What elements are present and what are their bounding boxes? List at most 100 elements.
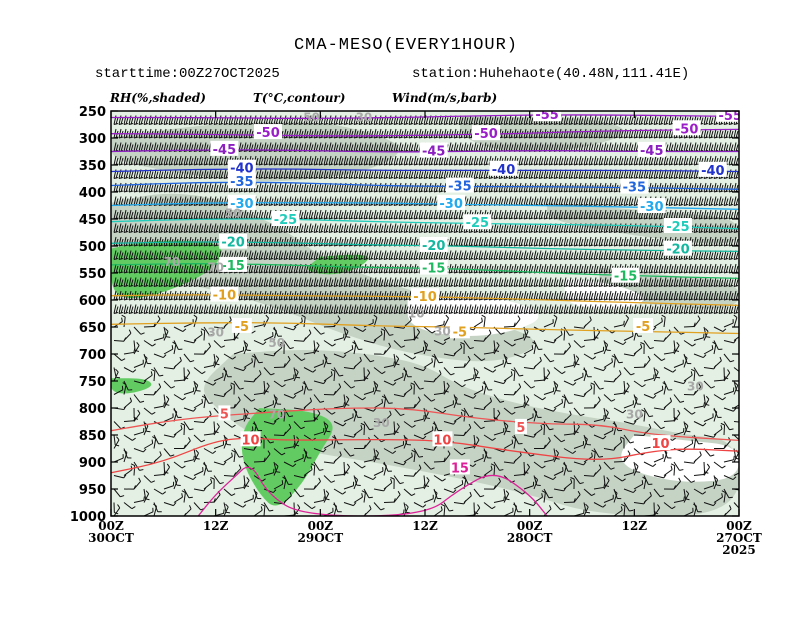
temperature-contour-label: 15 <box>451 461 469 476</box>
wind-barb <box>428 128 434 139</box>
wind-barb <box>483 155 489 166</box>
wind-barb <box>653 155 659 166</box>
wind-barb <box>283 155 289 166</box>
temperature-contour-label: -10 <box>213 289 237 304</box>
temperature-contour-label: -40 <box>701 164 725 179</box>
wind-barb <box>263 155 269 166</box>
wind-barb <box>478 155 484 166</box>
wind-barb <box>373 128 379 139</box>
wind-barb <box>168 155 174 166</box>
wind-barb <box>463 115 469 125</box>
wind-barb <box>223 155 229 166</box>
wind-barb <box>723 128 729 139</box>
wind-barb <box>673 155 679 166</box>
rh-contour-label: 30 <box>207 325 224 339</box>
wind-barb <box>308 155 314 166</box>
wind-barb <box>388 128 394 139</box>
wind-barb <box>518 155 524 166</box>
wind-barb <box>228 115 234 125</box>
wind-barb <box>353 115 359 125</box>
wind-barb <box>463 155 469 166</box>
wind-barb <box>588 128 594 139</box>
wind-barb <box>408 155 414 166</box>
wind-barb <box>523 155 529 166</box>
y-tick-label: 750 <box>79 375 106 390</box>
wind-barb <box>658 155 664 166</box>
wind-barb <box>128 155 134 166</box>
rh-area-70 <box>308 254 369 275</box>
wind-barb <box>593 155 599 166</box>
y-tick-label: 450 <box>79 213 106 228</box>
wind-barb <box>403 155 409 166</box>
wind-barb <box>384 515 385 516</box>
wind-barb <box>203 155 209 166</box>
wind-barb <box>274 515 275 516</box>
wind-barb <box>303 155 309 166</box>
temperature-contour-label: -50 <box>474 127 498 142</box>
rh-area-70 <box>241 408 333 506</box>
wind-barb <box>594 515 595 516</box>
rh-contour-label: 70 <box>164 255 181 269</box>
temperature-contour-label: -25 <box>274 213 298 228</box>
temperature-contour-label: -45 <box>640 144 664 159</box>
wind-barb <box>704 515 705 516</box>
wind-barb <box>603 155 609 166</box>
rh-contour-label: 50 <box>268 336 285 350</box>
wind-barb <box>348 155 354 166</box>
wind-barb <box>223 115 229 125</box>
wind-barb <box>323 128 329 139</box>
temperature-contour-label: -50 <box>256 126 280 141</box>
wind-barb <box>578 155 584 166</box>
wind-barb <box>318 128 324 139</box>
wind-barb <box>318 155 324 166</box>
wind-barb <box>338 128 344 139</box>
wind-barb <box>188 155 194 166</box>
wind-barb <box>358 128 364 139</box>
temperature-contour-label: -40 <box>492 163 516 178</box>
wind-barb <box>618 155 624 166</box>
wind-barb <box>278 155 284 166</box>
wind-barb <box>183 155 189 166</box>
wind-barb <box>518 115 524 125</box>
wind-barb <box>703 115 709 125</box>
wind-barb <box>213 155 219 166</box>
temperature-contour-label: -35 <box>623 181 647 196</box>
wind-barb <box>283 128 289 139</box>
wind-barb <box>558 155 564 166</box>
wind-barb <box>178 155 184 166</box>
wind-barb <box>373 115 379 125</box>
wind-barb <box>458 155 464 166</box>
temperature-contour-label: 10 <box>242 433 260 448</box>
temperature-contour-label: -25 <box>466 216 490 231</box>
temperature-contour-label: -15 <box>422 262 446 277</box>
wind-barb <box>378 155 384 166</box>
rh-contour-label: 70 <box>268 407 285 421</box>
temperature-contour-label: -35 <box>448 180 472 195</box>
wind-barb <box>268 155 274 166</box>
rh-contour-label: 30 <box>356 110 373 124</box>
y-tick-label: 800 <box>79 402 106 417</box>
wind-barb <box>613 155 619 166</box>
wind-barb <box>503 115 509 125</box>
wind-barb <box>238 115 244 125</box>
rh-contour-label: 30 <box>434 324 451 338</box>
x-tick-label: 12Z <box>622 519 648 533</box>
wind-barb <box>193 155 199 166</box>
temperature-contour-label: -25 <box>666 220 690 235</box>
wind-barb <box>143 155 149 166</box>
wind-barb <box>303 128 309 139</box>
wind-barb <box>728 128 734 139</box>
wind-barb <box>298 128 304 139</box>
y-tick-label: 700 <box>79 348 106 363</box>
rh-contour-label: 50 <box>225 207 242 221</box>
wind-barb <box>344 515 345 516</box>
x-tick-label: 30OCT <box>88 531 134 545</box>
wind-barb <box>288 128 294 139</box>
wind-barb <box>633 115 639 125</box>
temperature-contour-label: -45 <box>422 144 446 159</box>
wind-barb <box>498 115 504 125</box>
wind-barb <box>653 115 659 125</box>
wind-barb <box>664 515 665 516</box>
wind-barb <box>563 155 569 166</box>
wind-barb <box>643 155 649 166</box>
